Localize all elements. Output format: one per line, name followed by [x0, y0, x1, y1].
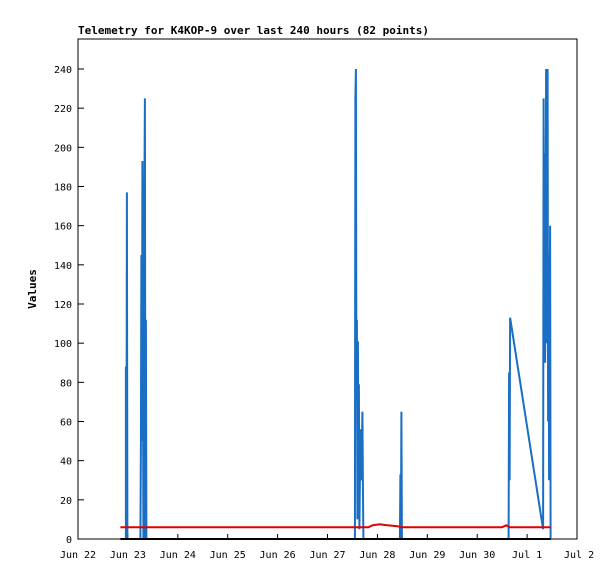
x-tick-label: Jun 24 [160, 550, 196, 561]
y-axis-label: Values [26, 269, 39, 309]
x-tick-label: Jun 30 [459, 550, 495, 561]
x-tick-label: Jun 25 [210, 550, 246, 561]
y-tick-label: 120 [54, 300, 72, 311]
plot-frame [77, 38, 578, 540]
x-tick-label: Jul 1 [512, 550, 542, 561]
y-tick-label: 60 [60, 418, 72, 429]
y-tick-label: 20 [60, 496, 72, 507]
series-lines [120, 68, 552, 540]
series-line-2 [120, 523, 551, 529]
y-tick-label: 200 [54, 143, 72, 154]
chart-title: Telemetry for K4KOP-9 over last 240 hour… [78, 24, 429, 37]
x-tick-label: Jun 29 [409, 550, 445, 561]
y-tick-label: 80 [60, 378, 72, 389]
y-tick-label: 140 [54, 261, 72, 272]
y-tick-label: 240 [54, 65, 72, 76]
y-axis-ticks: 0 20 40 60 80 100 120 140 160 180 200 220 240 [54, 65, 84, 546]
x-tick-label: Jun 22 [60, 550, 96, 561]
y-tick-label: 100 [54, 339, 72, 350]
series-line-1 [124, 68, 552, 540]
x-tick-label: Jun 23 [110, 550, 146, 561]
y-tick-label: 0 [66, 535, 72, 546]
x-tick-label: Jun 28 [359, 550, 395, 561]
x-tick-label: Jun 27 [309, 550, 345, 561]
y-tick-label: 40 [60, 457, 72, 468]
x-tick-label: Jul 2 [564, 550, 594, 561]
x-tick-label: Jun 26 [260, 550, 296, 561]
y-tick-label: 220 [54, 104, 72, 115]
y-tick-label: 180 [54, 183, 72, 194]
y-tick-label: 160 [54, 222, 72, 233]
